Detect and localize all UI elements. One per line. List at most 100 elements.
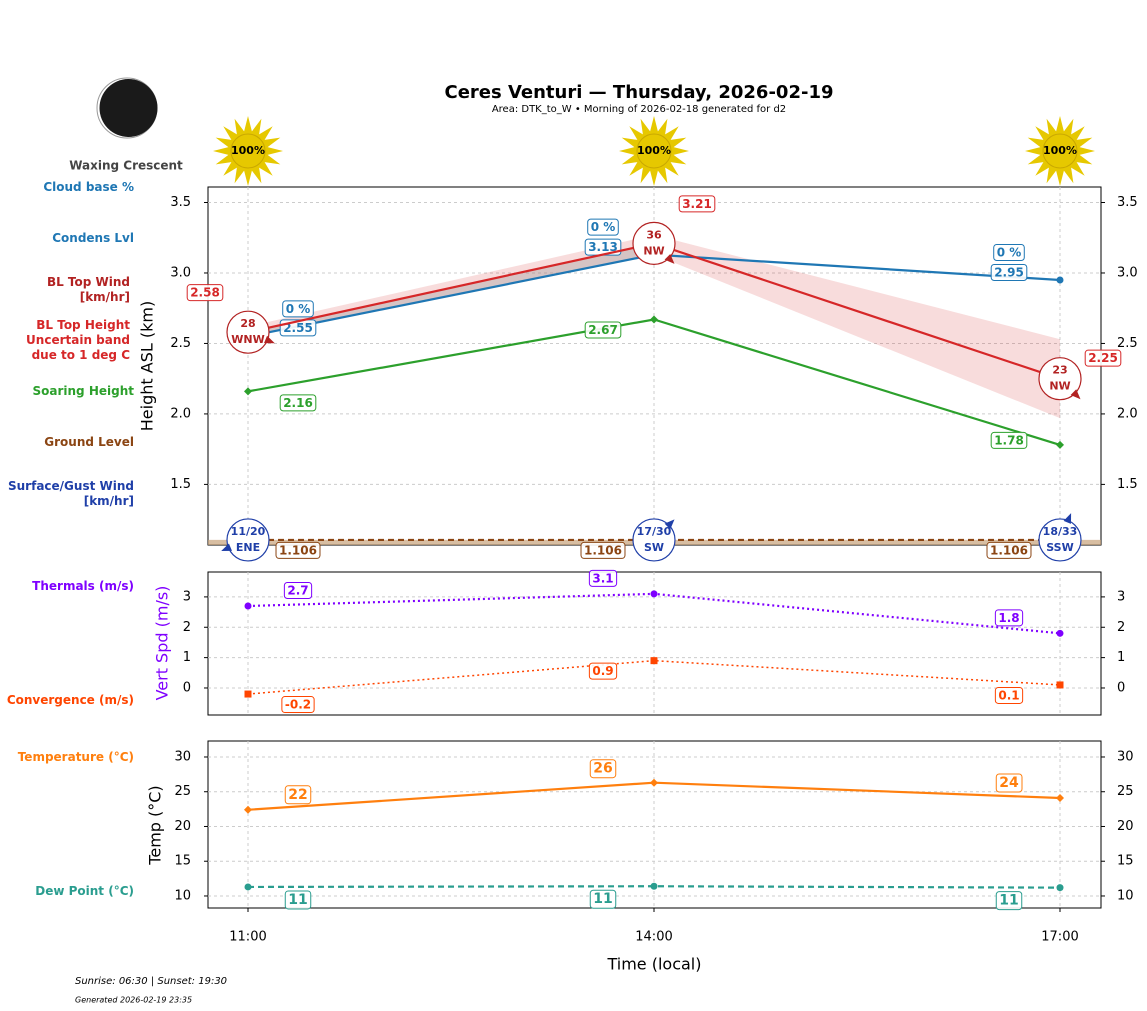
y-tick-label: 3.0 [170,265,191,280]
y-tick-label: 2.0 [170,406,191,421]
wind-circle [1038,518,1082,562]
data-label-box [678,195,716,213]
wind-direction: WNW [231,333,264,346]
data-label-box [284,890,312,910]
point-marker [650,315,658,324]
series-side-label: BL Top Wind [km/hr] [46,275,130,304]
wind-speed: 36 [646,228,662,241]
data-label-box [281,696,315,714]
series-side-label: Dew Point (°C) [35,884,134,898]
y-tick-label: 1 [183,650,191,665]
cloud-base-label-box [587,218,619,236]
wind-circle [632,518,676,562]
wind-arrow [664,253,675,264]
data-label: 3.21 [682,197,712,211]
wind-direction: SW [644,541,664,554]
data-label-box [990,431,1028,449]
data-label: 2.25 [1088,351,1118,365]
chart-title: Ceres Venturi — Thursday, 2026-02-19 [444,82,833,103]
wind-circle [226,310,270,354]
point-marker [244,387,252,396]
point-marker [244,805,252,814]
data-label-box [995,773,1023,793]
moon-phase: Waxing Crescent [69,159,183,173]
chart-subtitle: Area: DTK_to_W • Morning of 2026-02-18 g… [492,104,786,115]
data-label: 1.106 [990,543,1028,557]
y-tick-label: 30 [174,749,191,764]
x-tick-label: 11:00 [229,930,266,945]
series-line [247,659,1061,695]
data-label-box [994,609,1024,627]
series-side-label: Soaring Height [32,384,135,398]
series-side-label: Thermals (m/s) [32,579,134,593]
data-label: 11 [999,893,1018,909]
x-tick-label: 17:00 [1041,930,1078,945]
point-marker [244,883,252,891]
cloud-base-label: 0 % [286,302,311,316]
wind-direction: NW [1049,380,1070,393]
sun-icon [636,133,672,169]
wind-circle [632,221,676,265]
x-axis-label: Time (local) [606,955,701,974]
point-marker [650,590,658,598]
point-marker [1056,884,1064,892]
data-label: 1.106 [584,543,622,557]
data-label-box [588,569,618,587]
data-label: 11 [288,892,307,908]
y-tick-label: 2.5 [170,336,191,351]
y-tick-label: 10 [174,888,191,903]
y2-tick-label: 3 [1117,589,1125,604]
y-tick-label: 2 [183,620,191,635]
wind-speed: 11/20 [231,525,266,538]
data-label: 2.58 [190,286,220,300]
series-side-label: Ground Level [44,435,134,449]
sun-icon [1042,133,1078,169]
data-label: 3.13 [588,240,618,254]
point-marker [244,690,252,698]
y2-tick-label: 2 [1117,620,1125,635]
y2-tick-label: 3.5 [1117,195,1138,210]
series-side-label: Temperature (°C) [17,750,134,764]
y2-tick-label: 1 [1117,650,1125,665]
data-label: 22 [288,787,307,803]
y-tick-label: 25 [174,784,191,799]
data-label: -0.2 [285,698,311,712]
cloud-base-label-box [282,300,314,318]
series-side-label: Convergence (m/s) [6,693,134,707]
wind-speed: 28 [240,317,255,330]
y-tick-label: 15 [174,854,191,869]
uncertainty-band [248,234,1060,419]
data-label-box [580,541,626,559]
point-marker [650,778,658,787]
point-marker [1056,681,1064,689]
series-side-label: Cloud base % [43,180,134,194]
y2-tick-label: 2.0 [1117,406,1138,421]
y-tick-label: 20 [174,819,191,834]
sun-icon [230,133,266,169]
y2-tick-label: 30 [1117,749,1134,764]
data-label-box [990,264,1028,282]
x-tick-label: 14:00 [635,930,672,945]
y2-tick-label: 10 [1117,888,1134,903]
cloud-base-label: 0 % [591,220,616,234]
wind-arrow [221,543,232,552]
data-label: 0.1 [998,688,1019,702]
data-label: 2.7 [287,584,308,598]
data-label-box [584,321,622,339]
wind-arrow [1063,513,1072,524]
data-label-box [1084,349,1122,367]
y-axis-label: Temp (°C) [146,785,165,865]
y2-tick-label: 15 [1117,854,1134,869]
cloud-base-label-box [993,244,1025,262]
wind-direction: SSW [1046,541,1073,554]
y2-tick-label: 25 [1117,784,1134,799]
point-marker [244,602,252,610]
moon-icon [99,79,158,137]
series-side-label: BL Top Height Uncertain band due to 1 de… [26,318,130,362]
data-label: 2.67 [588,323,618,337]
cloud-base-label: 0 % [997,246,1022,260]
y-axis-label: Height ASL (km) [138,301,157,431]
point-marker [650,882,658,890]
